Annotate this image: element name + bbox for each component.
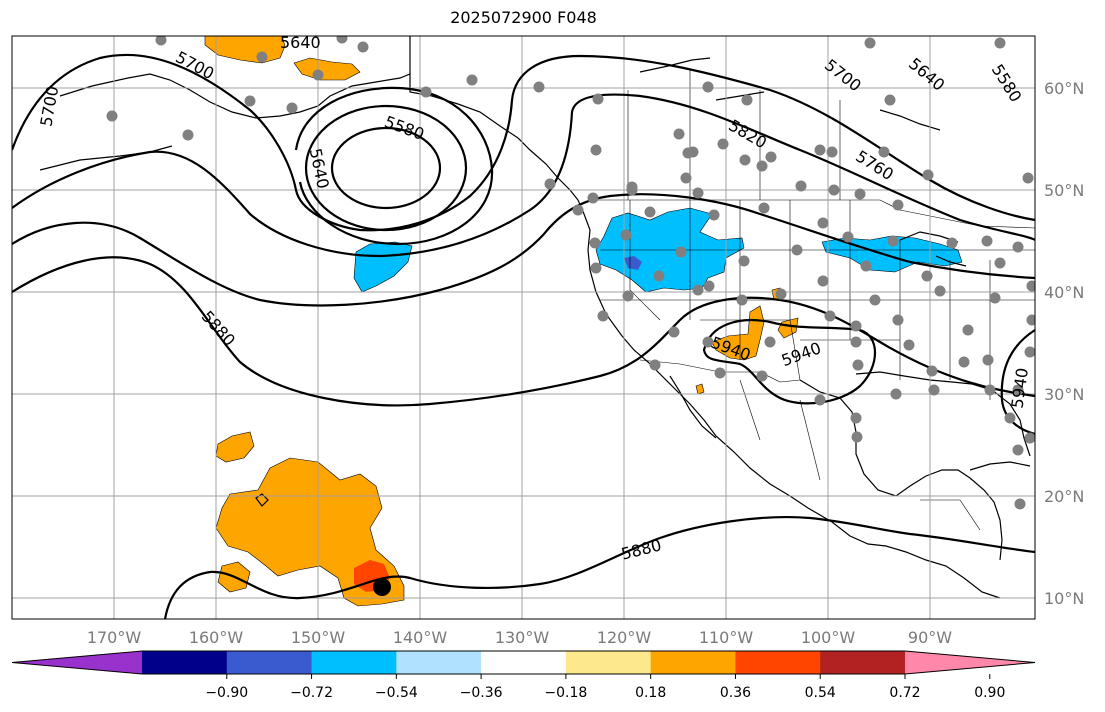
orange-shade-region: [293, 57, 361, 81]
lon-label: 160°W: [189, 628, 244, 647]
contour-line: [12, 193, 1035, 307]
orange-shade-region: [695, 383, 705, 395]
lat-label: 30°N: [1044, 385, 1084, 404]
lon-label: 120°W: [597, 628, 652, 647]
lon-label: 90°W: [908, 628, 952, 647]
contour-line: [330, 126, 442, 210]
colorbar-tick-label: 0.90: [974, 685, 1005, 701]
colorbar-tick-label: 0.18: [635, 685, 666, 701]
colorbar: −0.90 −0.72 −0.54 −0.36 −0.18 0.18 0.36 0.54 0.7…: [11, 650, 1036, 701]
colorbar-segment: [481, 651, 567, 674]
colorbar-segment: [226, 651, 313, 674]
lon-label: 110°W: [699, 628, 754, 647]
colorbar-segment: [650, 651, 736, 674]
colorbar-tick-label: −0.36: [460, 685, 503, 701]
lat-lon-grid: [12, 36, 1035, 619]
lat-label: 10°N: [1044, 589, 1084, 608]
contour-line: [702, 319, 876, 405]
station-markers: [106, 36, 1035, 510]
lon-label: 140°W: [393, 628, 448, 647]
map-border: [11, 35, 1036, 620]
latitude-labels: 60°N 50°N 40°N 30°N 20°N 10°N: [1044, 79, 1084, 608]
lat-label: 40°N: [1044, 283, 1084, 302]
map-frame: [12, 36, 1035, 619]
lon-label: 100°W: [801, 628, 856, 647]
colorbar-segment: [142, 651, 228, 674]
contour-line: [163, 516, 1035, 619]
colorbar-segment: [565, 651, 652, 674]
colorbar-tick-label: 0.36: [720, 685, 751, 701]
lon-label: 150°W: [291, 628, 346, 647]
colorbar-tick-label: −0.18: [544, 685, 587, 701]
colorbar-tick-label: −0.54: [375, 685, 418, 701]
colorbar-extend-high: [905, 651, 1035, 674]
tropical-storm-center: [373, 578, 391, 596]
colorbar-segment: [735, 651, 821, 674]
contour-line: [12, 93, 1035, 258]
colorbar-outline: [11, 650, 1036, 675]
height-contours: [12, 53, 1035, 619]
colorbar-tick-label: 0.54: [805, 685, 836, 701]
colorbar-extend-low: [12, 651, 142, 674]
colorbar-segment: [820, 651, 906, 674]
purple-shade-region: [624, 256, 642, 270]
longitude-labels: 170°W 160°W 150°W 140°W 130°W 120°W 110°…: [87, 628, 952, 647]
map-title: 2025072900 F048: [450, 8, 597, 27]
lon-label: 130°W: [495, 628, 550, 647]
colorbar-tick-label: −0.90: [205, 685, 248, 701]
colorbar-tick-label: −0.72: [290, 685, 333, 701]
contour-line: [1000, 329, 1035, 436]
contour-line: [12, 53, 1035, 232]
lat-label: 60°N: [1044, 79, 1084, 98]
contour-line: [12, 256, 1035, 407]
orange-shade-region: [777, 317, 799, 339]
lon-label: 170°W: [87, 628, 142, 647]
colorbar-segment: [311, 651, 397, 674]
colorbar-tick-label: 0.72: [889, 685, 920, 701]
contour-label: 5640: [280, 33, 321, 52]
orange-shade-region: [215, 431, 255, 463]
colorbar-segment: [396, 651, 482, 674]
lat-label: 20°N: [1044, 487, 1084, 506]
lat-label: 50°N: [1044, 181, 1084, 200]
